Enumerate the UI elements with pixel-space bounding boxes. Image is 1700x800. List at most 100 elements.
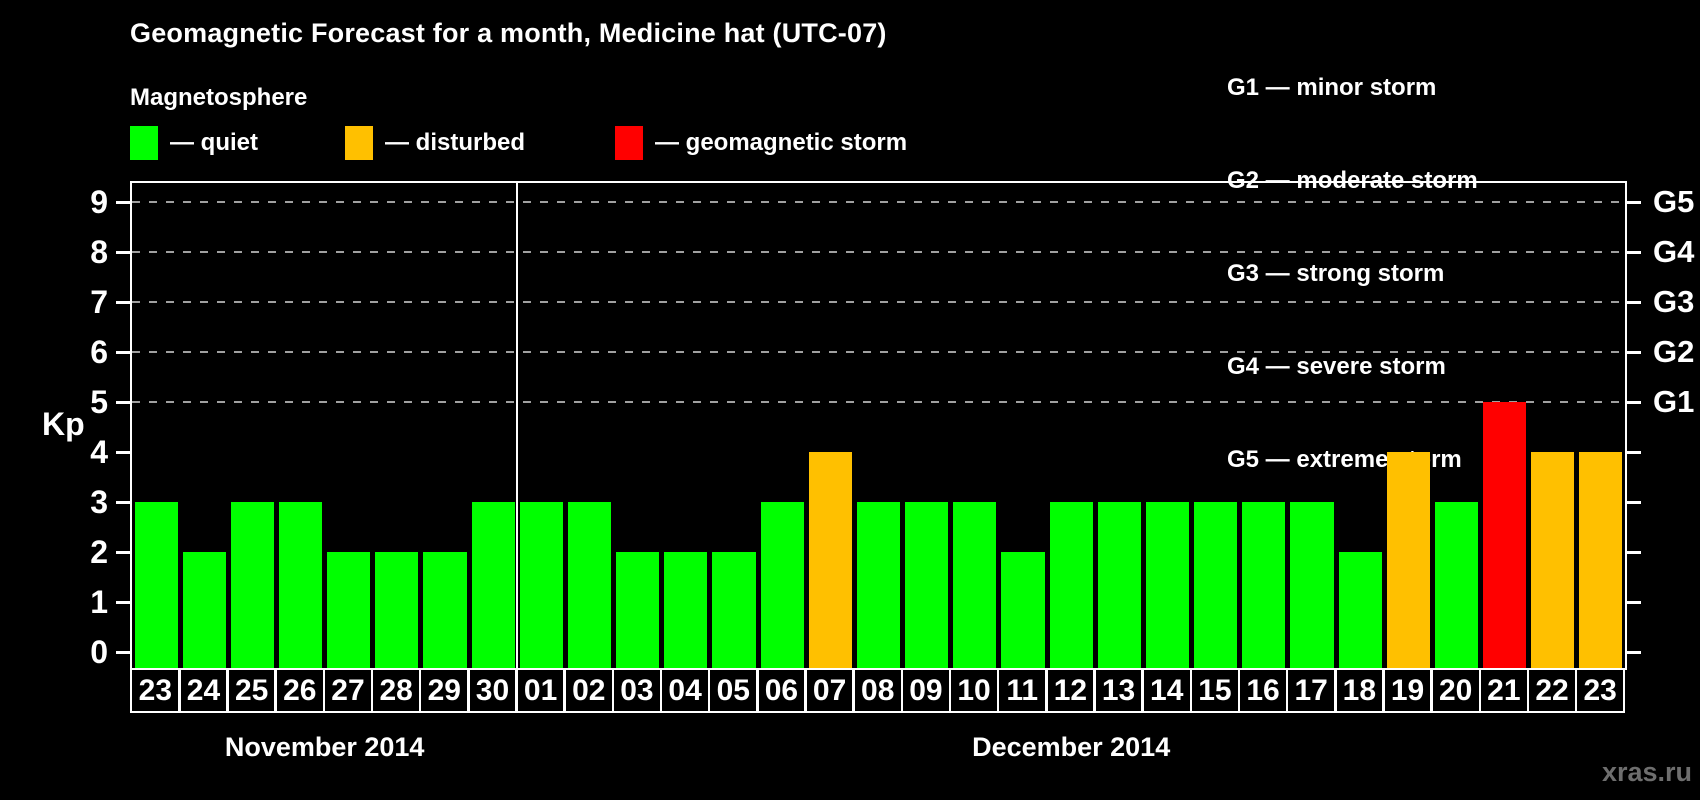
y-axis-tick-label: 5 (90, 384, 108, 420)
day-label-17: 17 (1285, 668, 1337, 713)
y-axis-tick-label: 8 (90, 234, 108, 270)
g-axis-label-g1: G1 (1653, 384, 1695, 419)
g-axis-label-g2: G2 (1653, 334, 1695, 369)
day-label-25: 25 (226, 668, 277, 713)
gridline (132, 251, 1625, 253)
day-label-21: 21 (1478, 668, 1530, 713)
y-axis-tick-label: 6 (90, 334, 108, 370)
kp-bar-day-29 (423, 552, 467, 668)
kp-bar-day-26 (278, 502, 323, 668)
kp-bar-day-22 (1531, 452, 1575, 668)
kp-bar-day-12 (1049, 502, 1093, 668)
legend-item-disturbed: — disturbed (345, 124, 525, 162)
kp-bar-day-19 (1386, 452, 1430, 668)
right-axis-tick (1627, 350, 1641, 354)
day-label-27: 27 (322, 668, 374, 713)
y-axis-tick-label: 3 (90, 484, 108, 520)
gridline (132, 201, 1625, 203)
kp-bar-day-27 (327, 552, 371, 668)
legend-label-disturbed: — disturbed (385, 129, 526, 156)
day-label-05: 05 (707, 668, 759, 713)
day-label-20: 20 (1430, 668, 1481, 713)
g-scale-legend-g4: G4 — severe storm (1227, 353, 1446, 380)
left-axis-tick (116, 600, 130, 604)
quiet-color-swatch (130, 126, 158, 160)
kp-bar-day-23 (1579, 452, 1623, 668)
day-label-01: 01 (515, 668, 566, 713)
left-axis-tick (116, 250, 130, 254)
storm-color-swatch (615, 126, 643, 160)
day-label-23: 23 (1574, 668, 1626, 713)
month-separator (516, 183, 519, 668)
day-label-08: 08 (852, 668, 904, 713)
right-axis-tick (1627, 400, 1641, 404)
right-axis-tick (1627, 450, 1641, 454)
day-label-11: 11 (996, 668, 1048, 713)
left-axis-tick (116, 450, 130, 454)
legend-label-storm: — geomagnetic storm (655, 129, 908, 156)
g-scale-legend-g1: G1 — minor storm (1227, 74, 1437, 101)
left-axis-tick (116, 350, 130, 354)
day-label-14: 14 (1141, 668, 1193, 713)
left-axis-tick (116, 200, 130, 204)
g-scale-legend: G1 — minor storm G2 — moderate storm G3 … (1227, 10, 1478, 537)
day-label-07: 07 (804, 668, 855, 713)
g-scale-legend-g2: G2 — moderate storm (1227, 167, 1478, 194)
left-axis-tick (116, 550, 130, 554)
kp-bar-day-07 (808, 452, 852, 668)
day-label-29: 29 (418, 668, 470, 713)
chart-title: Geomagnetic Forecast for a month, Medici… (130, 18, 887, 48)
day-label-02: 02 (563, 668, 615, 713)
g-axis-label-g5: G5 (1653, 184, 1695, 219)
kp-bar-day-02 (567, 502, 612, 668)
day-label-23: 23 (130, 668, 181, 713)
day-label-16: 16 (1237, 668, 1289, 713)
month-label-december: December 2014 (972, 732, 1171, 762)
right-axis-tick (1627, 650, 1641, 654)
right-axis-tick (1627, 600, 1641, 604)
y-axis-tick-label: 0 (90, 634, 108, 670)
right-axis-tick (1627, 250, 1641, 254)
kp-bar-day-15 (1194, 502, 1238, 668)
kp-bar-day-05 (712, 552, 756, 668)
kp-bar-day-14 (1145, 502, 1190, 668)
kp-bar-day-13 (1097, 502, 1141, 668)
kp-bar-day-20 (1434, 502, 1478, 668)
kp-bar-day-24 (182, 552, 226, 668)
kp-bar-day-09 (905, 502, 949, 668)
day-label-22: 22 (1526, 668, 1578, 713)
y-axis-tick-label: 7 (90, 284, 108, 320)
legend-item-quiet: — quiet (130, 124, 258, 162)
left-axis-tick (116, 650, 130, 654)
kp-bar-day-21 (1483, 402, 1527, 668)
left-axis-tick (116, 300, 130, 304)
day-label-03: 03 (611, 668, 663, 713)
right-axis-tick (1627, 500, 1641, 504)
kp-bar-day-04 (664, 552, 708, 668)
g-axis-label-g4: G4 (1653, 234, 1695, 269)
y-axis-tick-label: 4 (90, 434, 108, 470)
day-label-09: 09 (900, 668, 952, 713)
kp-bar-day-18 (1338, 552, 1382, 668)
gridline (132, 351, 1625, 353)
kp-bar-day-10 (953, 502, 997, 668)
gridline (132, 401, 1625, 403)
kp-bar-day-30 (471, 502, 515, 668)
day-label-15: 15 (1189, 668, 1241, 713)
day-label-19: 19 (1382, 668, 1433, 713)
gridline (132, 301, 1625, 303)
y-axis-tick-label: 9 (90, 184, 108, 220)
plot-frame (130, 181, 1627, 670)
kp-bar-day-08 (856, 502, 901, 668)
day-label-18: 18 (1334, 668, 1385, 713)
month-label-november: November 2014 (224, 732, 425, 762)
kp-bar-day-03 (616, 552, 660, 668)
kp-bar-day-01 (519, 502, 563, 668)
day-label-04: 04 (659, 668, 711, 713)
left-axis-tick (116, 400, 130, 404)
day-label-06: 06 (756, 668, 807, 713)
legend-item-storm: — geomagnetic storm (615, 124, 907, 162)
xras-watermark: xras.ru (1601, 757, 1692, 787)
day-label-13: 13 (1093, 668, 1144, 713)
